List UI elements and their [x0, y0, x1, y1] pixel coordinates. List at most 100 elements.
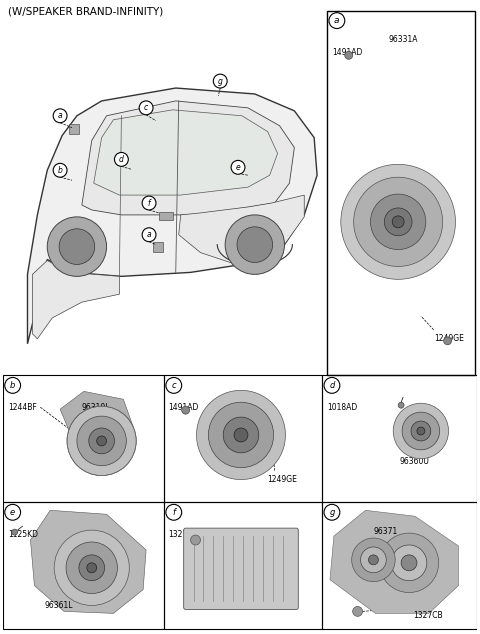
Circle shape [369, 555, 378, 565]
Circle shape [59, 229, 95, 264]
Circle shape [384, 208, 412, 236]
Text: e: e [236, 163, 240, 172]
Circle shape [191, 535, 201, 545]
Circle shape [393, 403, 448, 459]
Circle shape [398, 402, 404, 408]
Circle shape [54, 530, 129, 605]
Circle shape [379, 533, 439, 593]
Circle shape [324, 377, 340, 393]
Circle shape [353, 607, 362, 616]
Polygon shape [27, 88, 317, 344]
Circle shape [139, 101, 153, 115]
Circle shape [114, 152, 128, 166]
Text: 1249GE: 1249GE [434, 334, 464, 343]
Polygon shape [94, 110, 277, 195]
Text: d: d [119, 155, 124, 164]
Bar [153, 242, 163, 252]
Circle shape [231, 160, 245, 174]
Circle shape [213, 74, 227, 88]
Circle shape [371, 194, 426, 250]
Text: f: f [172, 508, 175, 517]
Bar [3, 375, 164, 502]
Text: c: c [171, 381, 176, 390]
Circle shape [392, 216, 404, 228]
Circle shape [225, 215, 285, 275]
Circle shape [324, 504, 340, 521]
Circle shape [142, 196, 156, 210]
Circle shape [223, 417, 259, 453]
Circle shape [360, 547, 386, 573]
Bar [322, 502, 477, 629]
Text: 1125KD: 1125KD [8, 530, 38, 539]
Circle shape [444, 337, 452, 345]
Circle shape [402, 412, 440, 450]
Circle shape [67, 406, 136, 476]
Text: b: b [58, 166, 62, 175]
Circle shape [391, 545, 427, 581]
Circle shape [208, 402, 274, 468]
Circle shape [89, 428, 114, 454]
Polygon shape [82, 101, 294, 215]
Text: 96371: 96371 [373, 527, 398, 536]
Circle shape [234, 428, 248, 442]
Circle shape [79, 555, 105, 581]
Polygon shape [179, 195, 304, 262]
Text: 96310J: 96310J [82, 403, 108, 412]
Bar [164, 375, 322, 502]
Circle shape [166, 377, 182, 393]
Text: 1244BF: 1244BF [8, 403, 36, 412]
Circle shape [142, 228, 156, 242]
Circle shape [329, 13, 345, 29]
Polygon shape [330, 510, 458, 613]
FancyBboxPatch shape [184, 528, 298, 609]
Polygon shape [33, 261, 120, 339]
Text: a: a [58, 112, 62, 120]
Bar [159, 212, 173, 220]
Text: g: g [218, 77, 223, 86]
Text: 96361L: 96361L [44, 602, 73, 611]
Circle shape [196, 391, 286, 479]
Text: 1327CB: 1327CB [413, 611, 443, 621]
Circle shape [77, 416, 126, 466]
Text: (W/SPEAKER BRAND-INFINITY): (W/SPEAKER BRAND-INFINITY) [8, 7, 163, 16]
Text: 1491AD: 1491AD [168, 403, 198, 412]
Circle shape [5, 377, 21, 393]
Polygon shape [30, 510, 146, 613]
Circle shape [47, 217, 107, 276]
Circle shape [237, 227, 273, 262]
Text: a: a [334, 16, 340, 25]
Text: f: f [148, 198, 150, 207]
Circle shape [87, 563, 96, 573]
Text: 96340A: 96340A [207, 403, 237, 412]
Bar [69, 124, 79, 134]
Circle shape [53, 109, 67, 123]
Circle shape [352, 538, 395, 581]
Circle shape [341, 164, 456, 280]
Text: 1491AD: 1491AD [332, 48, 362, 57]
Text: a: a [147, 230, 151, 239]
Text: 1018AD: 1018AD [327, 403, 357, 412]
Text: e: e [10, 508, 15, 517]
Circle shape [166, 504, 182, 521]
Circle shape [5, 504, 21, 521]
Bar [322, 375, 477, 502]
Text: d: d [329, 381, 335, 390]
Bar [164, 502, 322, 629]
Text: 96310K: 96310K [82, 415, 111, 424]
Text: 1327CB: 1327CB [168, 530, 197, 539]
Circle shape [354, 178, 443, 266]
Circle shape [96, 436, 107, 446]
Circle shape [66, 542, 118, 593]
Text: b: b [10, 381, 15, 390]
Circle shape [182, 406, 190, 414]
Circle shape [345, 51, 353, 59]
Circle shape [53, 164, 67, 178]
Text: g: g [329, 508, 335, 517]
Text: 96370N: 96370N [231, 530, 261, 539]
Circle shape [401, 555, 417, 571]
Text: c: c [144, 103, 148, 112]
Circle shape [417, 427, 425, 435]
Text: 1249GE: 1249GE [268, 475, 298, 484]
Text: 96360U: 96360U [399, 456, 429, 466]
Bar [327, 11, 475, 375]
